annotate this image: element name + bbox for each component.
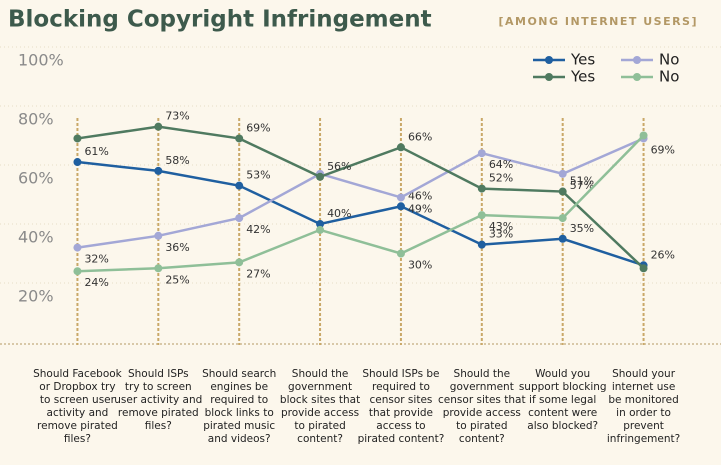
value-label: 35%: [570, 222, 594, 235]
x-tick-label: Should search engines be required to blo…: [202, 368, 277, 445]
y-tick-label: 20%: [18, 287, 54, 306]
value-label: 36%: [165, 241, 189, 254]
value-label: 33%: [489, 228, 513, 241]
point: [558, 169, 567, 178]
value-label: 32%: [84, 253, 108, 266]
point: [235, 181, 244, 190]
point: [558, 187, 567, 196]
x-tick-label: Would you support blocking if some legal…: [518, 368, 607, 432]
point: [154, 231, 163, 240]
series-line: [77, 134, 645, 273]
value-label: 61%: [84, 145, 108, 158]
value-label: 43%: [489, 220, 513, 233]
value-label: 66%: [408, 130, 432, 143]
value-label: 24%: [84, 276, 108, 289]
legend-marker: [545, 56, 553, 64]
legend-marker: [545, 73, 553, 81]
legend-label: No: [659, 68, 679, 86]
value-label: 27%: [246, 267, 270, 280]
point: [73, 243, 82, 252]
point: [73, 267, 82, 276]
value-label: 73%: [165, 110, 189, 123]
y-tick-label: 100%: [18, 51, 64, 70]
value-label: 30%: [408, 259, 432, 272]
value-label: 57%: [570, 179, 594, 192]
value-label: 42%: [246, 223, 270, 236]
value-label: 51%: [570, 175, 594, 188]
point: [396, 249, 405, 258]
legend-label: No: [659, 51, 679, 69]
legend-marker: [633, 73, 641, 81]
point: [558, 234, 567, 243]
point: [73, 134, 82, 143]
series-line: [77, 137, 645, 249]
value-label: 25%: [165, 273, 189, 286]
legend-label: Yes: [570, 68, 595, 86]
x-tick-label: Should Facebook or Dropbox try to screen…: [33, 368, 122, 445]
value-label: 46%: [408, 189, 432, 202]
point: [154, 264, 163, 273]
point: [235, 258, 244, 267]
value-label: 56%: [327, 160, 351, 173]
point: [477, 149, 486, 158]
point: [154, 166, 163, 175]
value-label: 26%: [651, 248, 675, 261]
x-tick-label: Should the government censor sites that …: [438, 368, 526, 445]
point: [558, 214, 567, 223]
value-label: 64%: [489, 158, 513, 171]
x-tick-label: Should the government block sites that p…: [279, 368, 361, 445]
point: [235, 214, 244, 223]
point: [316, 225, 325, 234]
point: [639, 131, 648, 140]
x-tick-label: Should ISPs try to screen user activity …: [114, 368, 203, 432]
chart-title: Blocking Copyright Infringement: [8, 7, 432, 33]
point: [316, 172, 325, 181]
series-line: [77, 160, 644, 267]
point: [477, 184, 486, 193]
value-label: 69%: [651, 143, 675, 156]
x-tick-label: Should ISPs be required to censor sites …: [357, 368, 445, 445]
value-label: 52%: [489, 172, 513, 185]
y-tick-label: 60%: [18, 169, 54, 188]
value-label: 49%: [408, 202, 432, 215]
value-label: 53%: [246, 169, 270, 182]
point: [396, 143, 405, 152]
point: [477, 240, 486, 249]
value-label: 40%: [327, 207, 351, 220]
point: [316, 220, 325, 228]
legend-marker: [633, 56, 641, 64]
point: [639, 264, 648, 273]
point: [73, 158, 82, 167]
value-label: 58%: [165, 154, 189, 167]
y-tick-label: 40%: [18, 228, 54, 247]
point: [477, 211, 486, 220]
point: [235, 134, 244, 143]
point: [396, 193, 405, 202]
series-line: [77, 125, 645, 270]
x-tick-label: Should your internet use be monitored in…: [606, 368, 681, 445]
point: [154, 122, 163, 131]
legend-label: Yes: [570, 51, 595, 69]
point: [396, 202, 405, 211]
y-tick-label: 80%: [18, 110, 54, 129]
chart-subtitle: [AMONG INTERNET USERS]: [498, 15, 698, 28]
value-label: 69%: [246, 121, 270, 134]
